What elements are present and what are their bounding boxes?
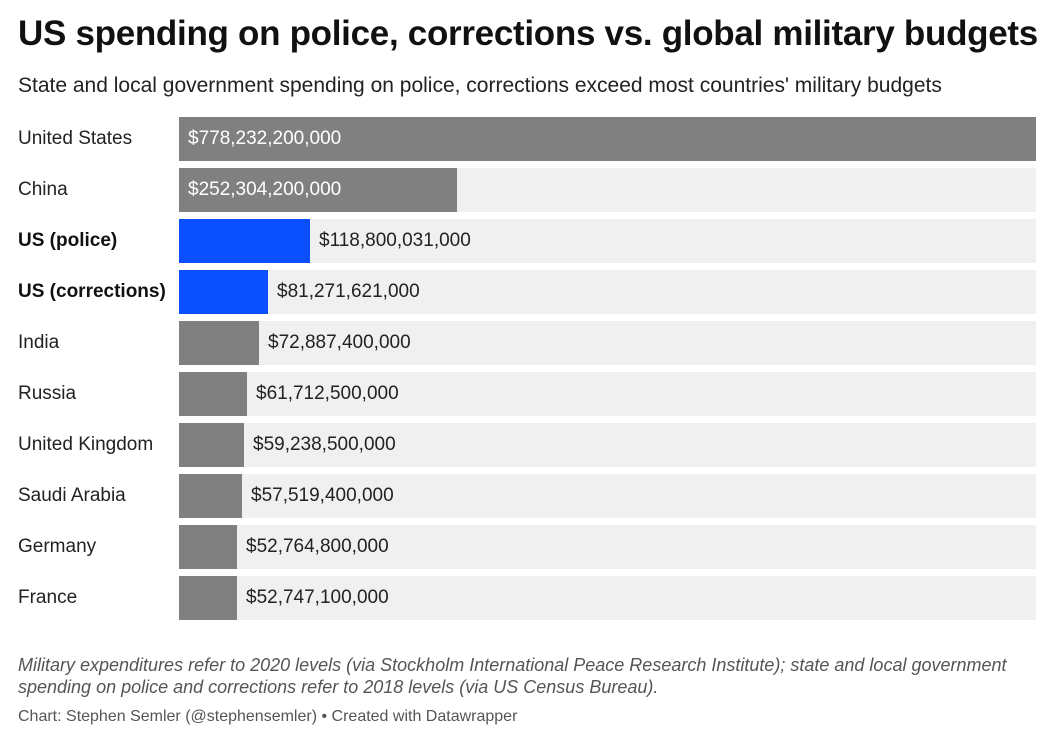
category-label: United Kingdom xyxy=(18,434,154,455)
bar-track: $81,271,621,000 xyxy=(179,270,1036,314)
category-label: France xyxy=(18,587,78,608)
value-label: $252,304,200,000 xyxy=(188,179,342,200)
category-label: Germany xyxy=(18,536,97,557)
bar-track: $52,747,100,000 xyxy=(179,576,1036,620)
bar xyxy=(179,525,237,569)
category-label: US (corrections) xyxy=(18,281,166,302)
bar-row: France $52,747,100,000 xyxy=(0,576,1054,620)
category-label: Saudi Arabia xyxy=(18,485,126,506)
category-label: China xyxy=(18,179,68,200)
bar-track: $52,764,800,000 xyxy=(179,525,1036,569)
bar xyxy=(179,474,242,518)
bar xyxy=(179,117,1036,161)
bar-track: $59,238,500,000 xyxy=(179,423,1036,467)
bar-row: Germany $52,764,800,000 xyxy=(0,525,1054,569)
bar xyxy=(179,321,259,365)
value-label: $778,232,200,000 xyxy=(188,128,342,149)
bar-row: India $72,887,400,000 xyxy=(0,321,1054,365)
value-label: $57,519,400,000 xyxy=(251,485,394,506)
category-label: Russia xyxy=(18,383,77,404)
bar-track: $778,232,200,000 xyxy=(179,117,1036,161)
value-label: $81,271,621,000 xyxy=(277,281,420,302)
bar-track: $252,304,200,000 xyxy=(179,168,1036,212)
value-label: $52,764,800,000 xyxy=(246,536,389,557)
bar-row: United Kingdom $59,238,500,000 xyxy=(0,423,1054,467)
category-label: India xyxy=(18,332,60,353)
chart-credit: Chart: Stephen Semler (@stephensemler) •… xyxy=(18,708,518,725)
bar-track: $57,519,400,000 xyxy=(179,474,1036,518)
bar-row: China $252,304,200,000 xyxy=(0,168,1054,212)
value-label: $59,238,500,000 xyxy=(253,434,396,455)
bar xyxy=(179,219,310,263)
chart-subtitle: State and local government spending on p… xyxy=(18,74,942,97)
value-label: $72,887,400,000 xyxy=(268,332,411,353)
bar-row: US (corrections) $81,271,621,000 xyxy=(0,270,1054,314)
bar-track: $61,712,500,000 xyxy=(179,372,1036,416)
value-label: $118,800,031,000 xyxy=(319,230,471,251)
category-label: US (police) xyxy=(18,230,118,251)
bar xyxy=(179,372,247,416)
bar xyxy=(179,576,237,620)
bar xyxy=(179,168,457,212)
bar-row: Russia $61,712,500,000 xyxy=(0,372,1054,416)
chart-notes: Military expenditures refer to 2020 leve… xyxy=(18,655,1007,697)
bar-track: $118,800,031,000 xyxy=(179,219,1036,263)
bar-row: United States $778,232,200,000 xyxy=(0,117,1054,161)
value-label: $52,747,100,000 xyxy=(246,587,389,608)
bar-track: $72,887,400,000 xyxy=(179,321,1036,365)
bar-row: Saudi Arabia $57,519,400,000 xyxy=(0,474,1054,518)
bar xyxy=(179,270,268,314)
category-label: United States xyxy=(18,128,133,149)
bar-chart: United States $778,232,200,000 China $252,3… xyxy=(0,117,1054,625)
bar-row: US (police) $118,800,031,000 xyxy=(0,219,1054,263)
chart-title: US spending on police, corrections vs. g… xyxy=(18,14,1038,53)
value-label: $61,712,500,000 xyxy=(256,383,399,404)
bar xyxy=(179,423,244,467)
